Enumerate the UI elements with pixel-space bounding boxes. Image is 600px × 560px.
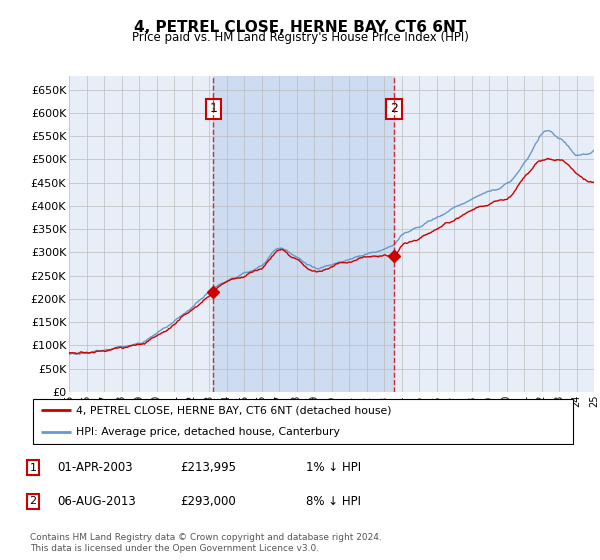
Text: 4, PETREL CLOSE, HERNE BAY, CT6 6NT (detached house): 4, PETREL CLOSE, HERNE BAY, CT6 6NT (det… bbox=[76, 405, 392, 416]
Text: 4, PETREL CLOSE, HERNE BAY, CT6 6NT: 4, PETREL CLOSE, HERNE BAY, CT6 6NT bbox=[134, 20, 466, 35]
Text: £213,995: £213,995 bbox=[180, 461, 236, 474]
Text: 2: 2 bbox=[390, 102, 398, 115]
Text: 8% ↓ HPI: 8% ↓ HPI bbox=[306, 494, 361, 508]
Text: 2: 2 bbox=[29, 496, 37, 506]
Text: 1: 1 bbox=[209, 102, 217, 115]
Text: £293,000: £293,000 bbox=[180, 494, 236, 508]
FancyBboxPatch shape bbox=[33, 399, 573, 444]
Text: HPI: Average price, detached house, Canterbury: HPI: Average price, detached house, Cant… bbox=[76, 427, 340, 437]
Text: Price paid vs. HM Land Registry's House Price Index (HPI): Price paid vs. HM Land Registry's House … bbox=[131, 31, 469, 44]
Bar bbox=[214, 76, 394, 392]
Text: 01-APR-2003: 01-APR-2003 bbox=[57, 461, 133, 474]
Text: 1: 1 bbox=[29, 463, 37, 473]
Text: 1% ↓ HPI: 1% ↓ HPI bbox=[306, 461, 361, 474]
Text: 06-AUG-2013: 06-AUG-2013 bbox=[57, 494, 136, 508]
Text: Contains HM Land Registry data © Crown copyright and database right 2024.
This d: Contains HM Land Registry data © Crown c… bbox=[30, 533, 382, 553]
